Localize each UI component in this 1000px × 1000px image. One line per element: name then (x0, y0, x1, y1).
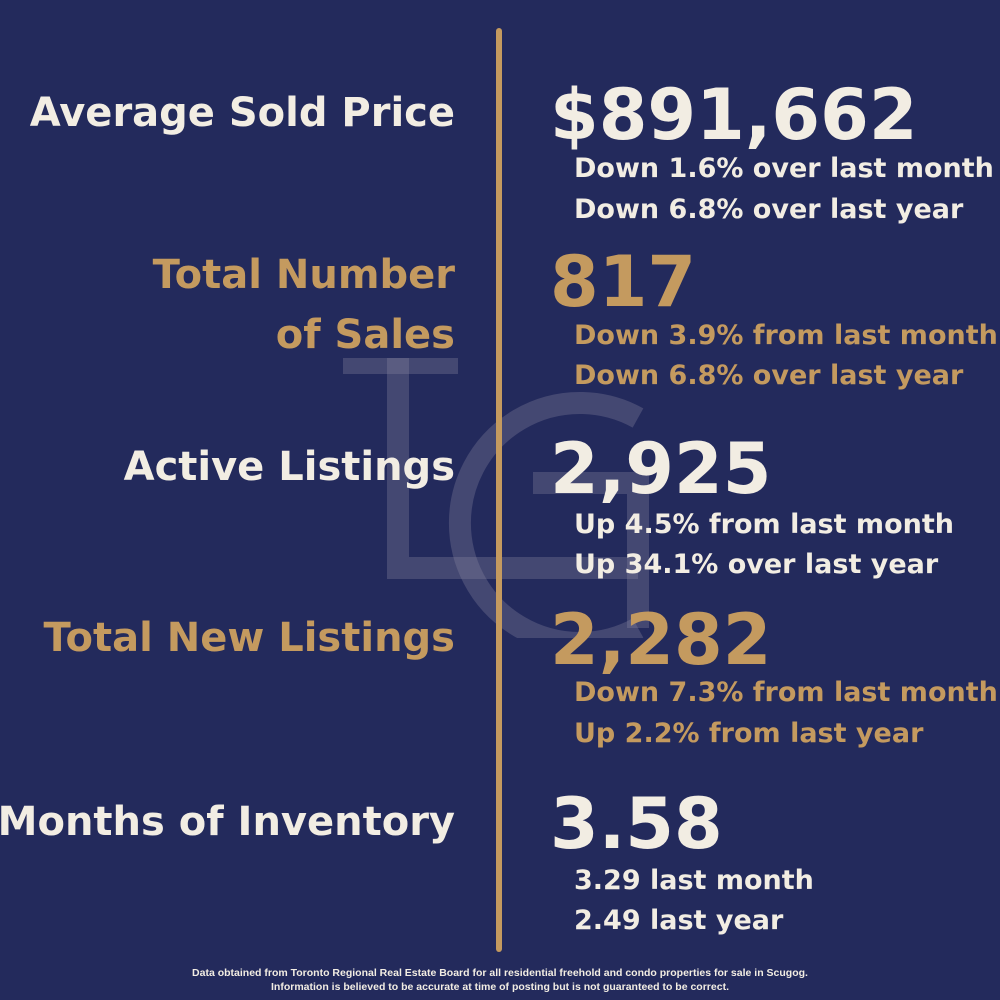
average-sold-price-monthly-change: Down 1.6% over last month (574, 153, 994, 184)
new-listings-yearly-change: Up 2.2% from last year (574, 718, 924, 749)
total-sales-value: 817 (550, 241, 697, 323)
new-listings-monthly-change: Down 7.3% from last month (574, 677, 998, 708)
average-sold-price-label: Average Sold Price (29, 90, 455, 136)
lg-monogram-logo (343, 358, 649, 638)
active-listings-value: 2,925 (550, 428, 772, 510)
disclaimer-line-2: Information is believed to be accurate a… (271, 981, 729, 993)
months-of-inventory-label: Months of Inventory (0, 799, 455, 845)
months-of-inventory-last-month: 3.29 last month (574, 865, 814, 896)
total-sales-yearly-change: Down 6.8% over last year (574, 360, 964, 391)
months-of-inventory-last-year: 2.49 last year (574, 905, 784, 936)
total-sales-monthly-change: Down 3.9% from last month (574, 320, 998, 351)
total-sales-label-line2: of Sales (275, 312, 455, 358)
new-listings-label: Total New Listings (43, 615, 455, 661)
new-listings-value: 2,282 (550, 599, 772, 681)
disclaimer-line-1: Data obtained from Toronto Regional Real… (192, 967, 808, 979)
months-of-inventory-value: 3.58 (550, 783, 723, 865)
active-listings-label: Active Listings (123, 444, 455, 490)
average-sold-price-yearly-change: Down 6.8% over last year (574, 194, 964, 225)
disclaimer: Data obtained from Toronto Regional Real… (0, 966, 1000, 994)
vertical-divider (496, 28, 502, 952)
average-sold-price-value: $891,662 (550, 74, 918, 156)
active-listings-monthly-change: Up 4.5% from last month (574, 509, 954, 540)
active-listings-yearly-change: Up 34.1% over last year (574, 549, 939, 580)
total-sales-label-line1: Total Number (152, 252, 455, 298)
